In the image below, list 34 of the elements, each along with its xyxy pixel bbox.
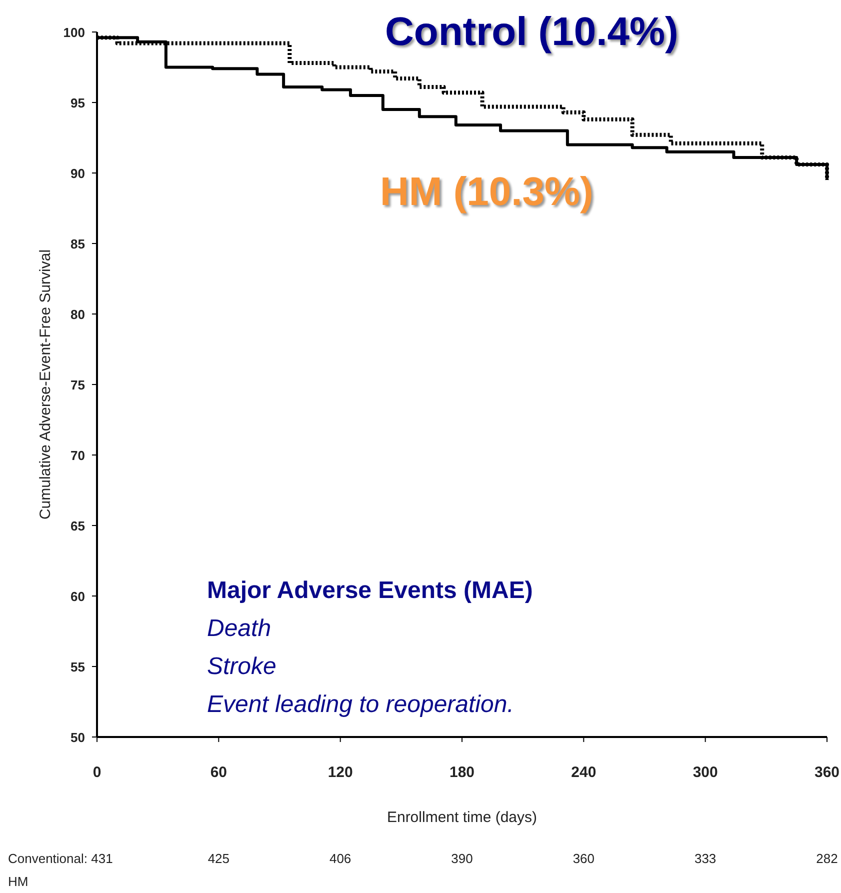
text: 406 — [329, 851, 352, 866]
text: HM — [8, 874, 28, 889]
series-label: HM (10.3%) — [380, 170, 594, 214]
y-tick-label: 75 — [70, 378, 85, 392]
text: 333 — [694, 851, 716, 866]
x-tick-label: 120 — [328, 764, 353, 781]
y-tick-label: 80 — [70, 307, 85, 322]
annotation: Stroke — [207, 653, 276, 680]
x-tick-label: 240 — [571, 764, 596, 781]
text: Conventional: 431 — [8, 851, 113, 866]
text: 390 — [451, 851, 473, 866]
y-tick-label: 60 — [70, 589, 85, 604]
y-tick-label: 100 — [63, 25, 85, 40]
series-label: Control (10.4%) — [385, 10, 678, 54]
y-tick-label: 70 — [70, 448, 85, 463]
x-tick-label: 360 — [814, 764, 840, 781]
y-tick-label: 65 — [70, 518, 85, 534]
y-axis-title: Cumulative Adverse-Event-Free Survival — [37, 249, 54, 520]
annotation: Major Adverse Events (MAE) — [207, 577, 533, 604]
y-tick-label: 55 — [70, 660, 85, 674]
y-tick-label: 95 — [70, 96, 85, 110]
text: 360 — [572, 851, 595, 866]
y-tick-label: 50 — [70, 730, 85, 745]
annotation: Death — [207, 615, 272, 642]
x-tick-label: 300 — [692, 764, 718, 781]
y-tick-label: 90 — [70, 166, 85, 181]
y-tick-label: 85 — [70, 236, 85, 252]
text: 425 — [208, 851, 230, 866]
x-tick-label: 180 — [449, 764, 475, 781]
x-axis-title: Enrollment time (days) — [386, 809, 538, 826]
annotation: Event leading to reoperation. — [207, 691, 514, 718]
x-tick-label: 60 — [210, 764, 228, 781]
x-tick-label: 0 — [92, 764, 102, 781]
text: 282 — [816, 851, 838, 866]
